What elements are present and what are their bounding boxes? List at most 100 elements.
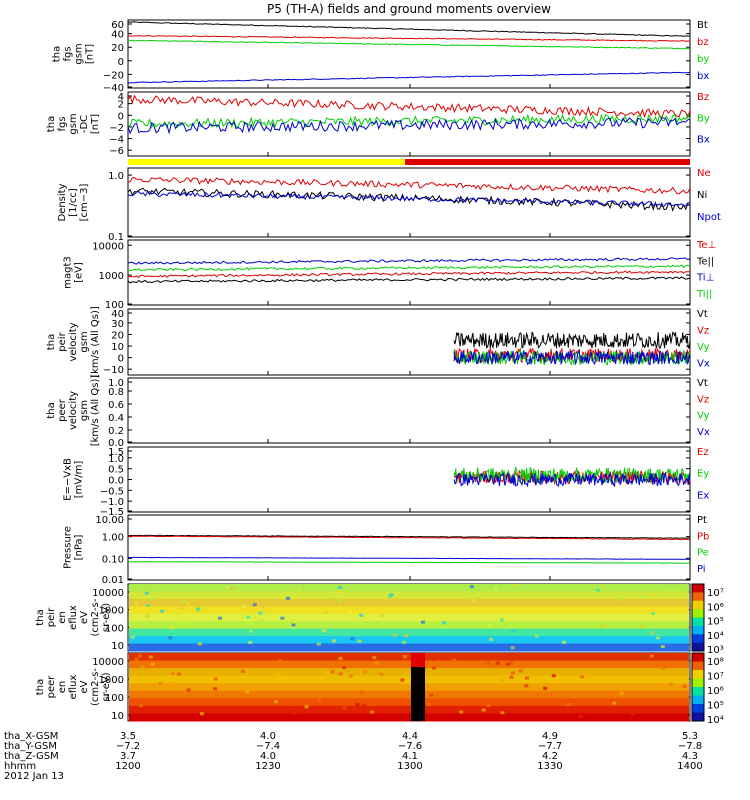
y-axis-label-line: fgs (63, 46, 74, 61)
spectrogram-band (129, 698, 689, 707)
x-axis-labels: tha_X-GSM tha_Y-GSM tha_Z-GSM hhmm 2012 … (4, 731, 703, 782)
colorbar-label: 10⁶ (707, 602, 724, 613)
colorbar-segment (692, 609, 704, 618)
colorbar-label: 10⁸ (707, 657, 724, 668)
y-tick-label: 10000 (92, 241, 124, 252)
spectrogram-cell (487, 623, 492, 627)
x-value-2-1: 4.0 (260, 751, 276, 762)
y-axis-label: E=−VxB [mV/m] (63, 458, 85, 501)
y-axis-label: tha peir en eflux eV (cm2-s-sr-eV) (35, 598, 112, 636)
y-axis-label-line: [km/s (All Qs)] (90, 306, 101, 378)
y-tick-label: 0.6 (108, 400, 124, 411)
spectrogram-cell (361, 667, 366, 671)
spectrogram-band (129, 606, 689, 615)
x-value-0-2: 4.4 (402, 731, 418, 742)
spectrogram-cell (225, 586, 230, 590)
legend-by: by (697, 54, 709, 65)
spectrogram-cell (518, 669, 523, 673)
x-value-3-2: 1300 (397, 761, 422, 772)
colorbar-segment (692, 653, 704, 662)
y-tick-label: −2 (109, 123, 124, 134)
spectrogram-cell (488, 637, 493, 641)
spectrogram-cell (470, 655, 475, 659)
legend-Bz: Bz (697, 92, 709, 103)
y-tick-label: 1.5 (108, 447, 124, 458)
spectrogram-cell (261, 604, 266, 608)
spectrogram-cell (612, 701, 617, 705)
spectrogram-cell (330, 670, 335, 674)
y-axis-label-line: en (57, 611, 68, 624)
colorbar-segment (692, 592, 704, 602)
spectrogram-cell (668, 682, 673, 686)
spectrogram-cell (511, 671, 516, 675)
x-value-0-0: 3.5 (120, 731, 136, 742)
y-axis-label-line: -DC (79, 115, 90, 133)
spectrogram-cell (168, 626, 173, 630)
colorbar-label: 10⁵ (707, 617, 724, 628)
spectrogram-cell (249, 629, 254, 633)
y-axis-label-line: tha (46, 334, 57, 350)
panel-9: tha peir en eflux eV (cm2-s-sr-eV)10000100010… (35, 583, 724, 656)
spectrogram-cell (373, 703, 378, 707)
y-tick-label: 1000 (99, 606, 124, 617)
spectrogram-cell (342, 706, 347, 710)
legend-Ey: Ey (697, 469, 709, 480)
y-tick-label: −40 (103, 83, 124, 94)
y-tick-label: 10000 (92, 657, 124, 668)
spectrogram-cell (359, 613, 364, 617)
spectrogram-cell (387, 595, 392, 599)
legend-Ti⊥: Ti⊥ (696, 273, 714, 284)
spectrogram-cell (472, 599, 477, 603)
spectrogram-cell (235, 587, 240, 591)
y-tick-label: 40 (111, 309, 124, 320)
spectrogram-band (129, 584, 689, 592)
spectrogram-cell (268, 631, 273, 635)
spectrogram-cell (197, 642, 202, 646)
colorbar-label: 10⁵ (707, 701, 724, 712)
spectrogram-cell (660, 645, 665, 649)
y-tick-label: 0.0 (108, 438, 124, 449)
spectrogram-cell (459, 710, 464, 714)
y-tick-label: 20 (111, 43, 124, 54)
spectrogram-cell (213, 687, 218, 691)
colorbar-label: 10⁶ (707, 686, 724, 697)
colorbar-label: 10⁷ (707, 588, 724, 599)
panel-2: tha fgs gsm -DC [nT] 420−2−4−6 Bz By Bx (46, 91, 710, 157)
spectrogram-cell (328, 596, 333, 600)
spectrogram-cell (293, 711, 298, 715)
spectrogram-cell (144, 614, 149, 618)
legend-Vx: Vx (697, 359, 710, 370)
colorbar-frame (691, 652, 705, 722)
panel-frame (127, 239, 691, 306)
y-axis-label-line: E=−VxB (63, 458, 74, 501)
y-tick-label: 20 (111, 330, 124, 341)
x-date-label: 2012 Jan 13 (4, 771, 64, 782)
y-tick-label: 0.1 (108, 232, 124, 243)
x-value-0-4: 5.3 (682, 731, 698, 742)
spectrogram-cell (471, 591, 476, 595)
spectrogram-cell (682, 684, 687, 688)
spectrogram-cell (186, 688, 191, 692)
spectrogram-cell (595, 588, 600, 592)
y-tick-label: 4 (118, 92, 124, 103)
spectrogram-cell (372, 656, 377, 660)
panel-6: tha peer velocity gsm [km/s (All Qs)] 1.00.8 0… (46, 375, 710, 449)
legend-Vx: Vx (697, 427, 710, 438)
spectrogram-band (129, 643, 689, 652)
spectrogram-cell (242, 697, 247, 701)
spectrogram-band (129, 713, 689, 722)
panel-3: Density [1/cc] [cm−3] 1.0 0.1 Ne Ni Npot (57, 167, 721, 243)
spectrogram-cell (337, 599, 342, 603)
spectrogram-cell (429, 693, 434, 697)
y-axis-label-line: [eV] (74, 262, 85, 283)
y-axis-label-line: (cm2-s- (90, 668, 101, 706)
y-tick-label: −20 (103, 70, 124, 81)
panel-10: tha peer en eflux eV (cm2-s-sr-eV)10000100010… (35, 652, 724, 726)
y-axis-label: tha peer velocity gsm [km/s (All Qs)] (46, 375, 101, 447)
spectrogram-cell (150, 662, 155, 666)
spectrogram-cell (651, 593, 656, 597)
spectrogram-cell (420, 620, 425, 624)
spectrogram-cell (402, 640, 407, 644)
